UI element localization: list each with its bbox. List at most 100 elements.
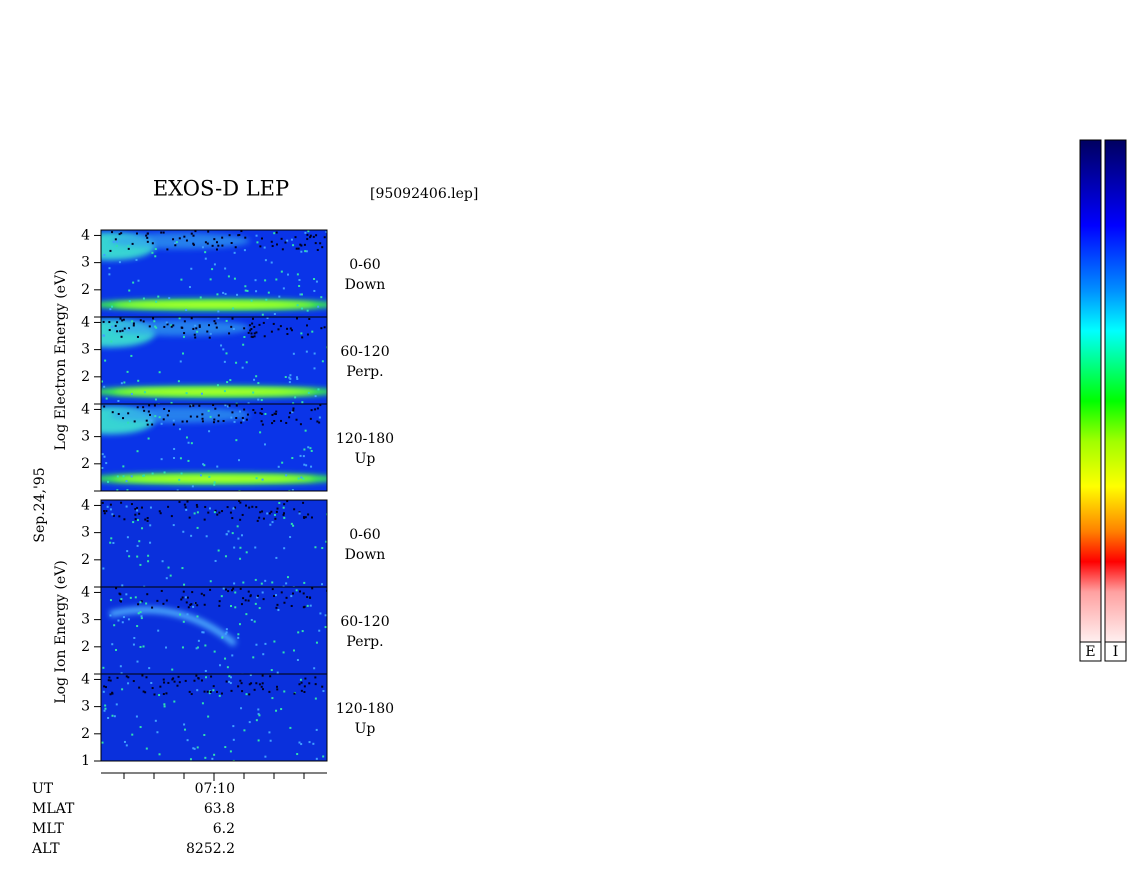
speckle: [108, 676, 111, 679]
speckle: [163, 681, 166, 684]
speckle: [263, 335, 266, 338]
speckle: [288, 376, 291, 379]
speckle: [132, 324, 135, 327]
y-tick-label: 2: [81, 456, 90, 472]
speckle: [271, 245, 274, 248]
speckle: [259, 511, 262, 514]
speckle: [201, 413, 204, 416]
speckle: [298, 741, 301, 744]
speckle: [317, 388, 320, 391]
speckle: [324, 614, 327, 617]
speckle: [267, 291, 270, 294]
speckle: [301, 401, 304, 404]
colorbar: [1104, 139, 1127, 643]
speckle: [132, 680, 135, 683]
speckle: [319, 404, 322, 407]
speckle: [195, 674, 198, 677]
speckle: [303, 605, 306, 608]
speckle: [111, 411, 114, 414]
speckle: [323, 326, 326, 329]
speckle: [298, 512, 301, 515]
speckle: [261, 313, 264, 316]
speckle: [205, 676, 208, 679]
speckle: [261, 674, 264, 677]
speckle: [237, 537, 240, 540]
speckle: [276, 671, 279, 674]
speckle: [102, 690, 105, 693]
y-tick-label: 2: [81, 726, 90, 742]
speckle: [197, 639, 200, 642]
speckle: [271, 413, 274, 416]
speckle: [172, 677, 175, 680]
speckle: [154, 325, 157, 328]
speckle: [228, 404, 231, 407]
speckle: [127, 618, 130, 621]
speckle: [192, 605, 195, 608]
speckle: [247, 590, 250, 593]
speckle: [235, 439, 238, 442]
speckle: [109, 541, 112, 544]
speckle: [242, 581, 245, 584]
speckle: [209, 332, 212, 335]
speckle: [187, 606, 190, 609]
speckle: [117, 399, 120, 402]
speckle: [114, 648, 117, 651]
speckle: [153, 320, 156, 323]
speckle: [116, 475, 119, 478]
speckle: [130, 475, 133, 478]
speckle: [240, 707, 243, 710]
speckle: [127, 676, 130, 679]
speckle: [258, 714, 261, 717]
speckle: [189, 415, 192, 418]
speckle: [251, 336, 254, 339]
speckle: [109, 503, 112, 506]
speckle: [142, 645, 145, 648]
speckle: [227, 590, 230, 593]
speckle: [259, 412, 262, 415]
speckle: [104, 686, 107, 689]
speckle: [260, 582, 263, 585]
speckle: [289, 374, 292, 377]
speckle: [264, 412, 267, 415]
speckle: [255, 331, 258, 334]
speckle: [136, 509, 139, 512]
speckle: [256, 241, 259, 244]
speckle: [232, 307, 235, 310]
speckle: [263, 443, 266, 446]
y-tick-label: 3: [81, 255, 90, 271]
speckle: [264, 642, 267, 645]
speckle: [318, 629, 321, 632]
speckle: [320, 327, 323, 330]
speckle: [324, 626, 327, 629]
speckle: [291, 411, 294, 414]
speckle: [238, 410, 241, 413]
speckle: [314, 408, 317, 411]
speckle: [231, 317, 234, 320]
speckle: [257, 708, 260, 711]
speckle: [193, 679, 196, 682]
speckle: [270, 261, 273, 264]
speckle: [134, 508, 137, 511]
speckle: [217, 420, 220, 423]
speckle: [218, 694, 221, 697]
speckle: [191, 485, 194, 488]
speckle: [192, 327, 195, 330]
speckle: [325, 231, 327, 234]
speckle: [314, 683, 317, 686]
speckle: [230, 604, 233, 607]
speckle: [322, 755, 325, 758]
speckle: [116, 330, 119, 333]
speckle: [242, 419, 245, 422]
colorbar-label: I: [1113, 644, 1119, 660]
speckle: [109, 599, 112, 602]
speckle: [120, 232, 123, 235]
speckle: [248, 683, 251, 686]
speckle: [203, 690, 206, 693]
pitch-angle: 120-180: [336, 701, 394, 717]
speckle: [142, 297, 145, 300]
speckle: [174, 244, 177, 247]
speckle: [306, 596, 309, 599]
y-tick-label: 3: [81, 525, 90, 541]
speckle: [256, 594, 259, 597]
speckle: [116, 489, 119, 491]
